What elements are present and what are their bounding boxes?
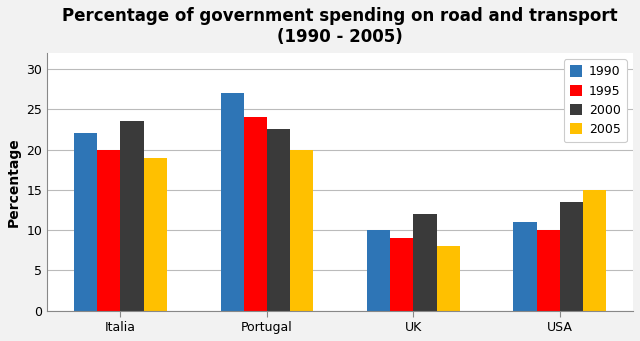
Bar (221, 93, 244, 311)
Bar (367, 230, 390, 311)
Bar (560, 202, 583, 311)
Bar (120, 121, 143, 311)
Bar (244, 117, 267, 311)
Bar (536, 230, 560, 311)
Bar (143, 158, 167, 311)
Bar (513, 222, 536, 311)
Y-axis label: Percentage: Percentage (7, 137, 21, 227)
Bar (583, 190, 606, 311)
Bar (413, 214, 436, 311)
Legend: 1990, 1995, 2000, 2005: 1990, 1995, 2000, 2005 (564, 59, 627, 142)
Bar (74, 133, 97, 311)
Bar (390, 238, 413, 311)
Bar (436, 246, 460, 311)
Title: Percentage of government spending on road and transport
(1990 - 2005): Percentage of government spending on roa… (62, 7, 618, 46)
Bar (290, 149, 314, 311)
Bar (97, 149, 120, 311)
Bar (267, 129, 290, 311)
